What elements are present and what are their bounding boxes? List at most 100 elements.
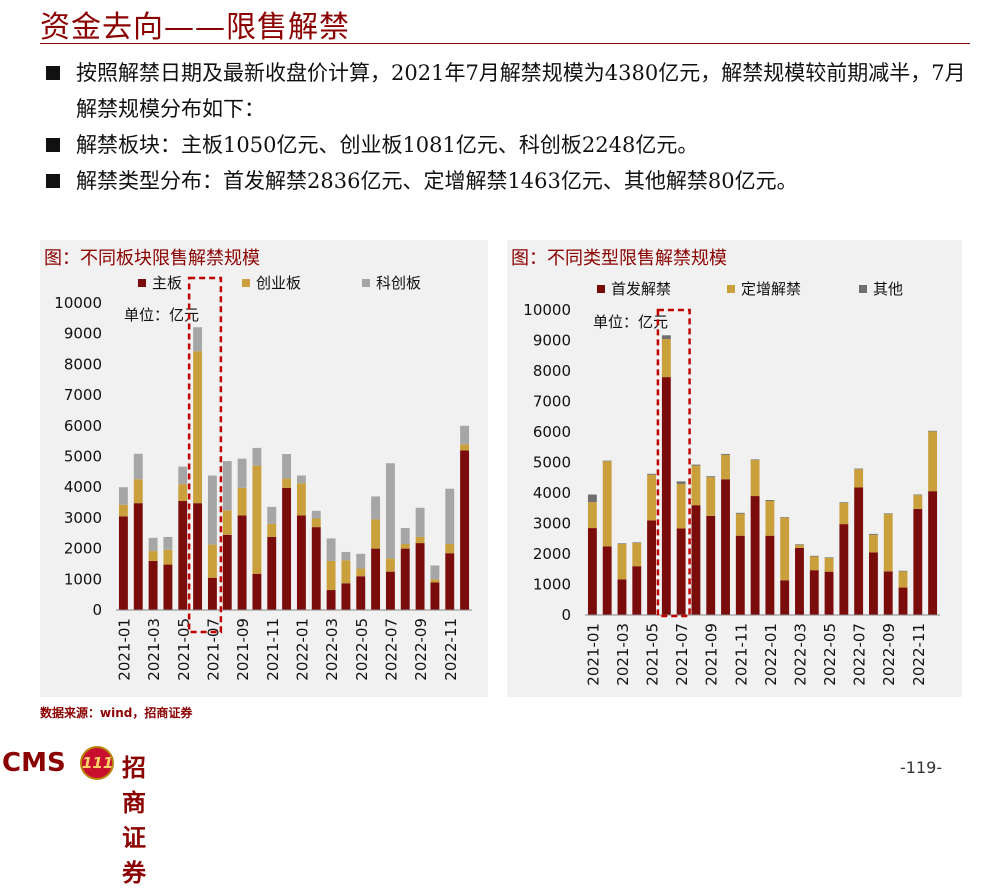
bar-segment [252, 447, 262, 466]
bar-segment [750, 460, 760, 497]
highlight-box [656, 308, 691, 618]
bar-segment [602, 460, 612, 462]
chart-title: 图：不同板块限售解禁规模 [44, 248, 260, 269]
y-tick-label: 6000 [533, 423, 571, 441]
x-tick-label: 2022-09 [880, 623, 898, 686]
bar-segment [854, 468, 864, 470]
bar-segment [207, 475, 217, 545]
bar-segment [721, 453, 730, 455]
bar-segment [928, 430, 938, 432]
x-tick-label: 2022-07 [851, 623, 869, 686]
bar-segment [765, 535, 775, 615]
type-chart: 首发解禁 定增解禁 其他 0 1000 2000 3000 4000 5000 6000 7000 8… [523, 280, 940, 686]
bar-segment [311, 510, 321, 519]
chart-panel-board: 图：不同板块限售解禁规模 主板 创业板 科创板 0 1000 2000 3000 4000 50… [40, 240, 488, 697]
bar-segment [222, 534, 232, 610]
bar-segment [371, 496, 381, 520]
bar-segment [765, 500, 775, 536]
x-tick-label: 2021-11 [732, 623, 750, 686]
bar-segment [400, 528, 410, 544]
y-tick-label: 8000 [64, 355, 102, 373]
y-tick-label: 7000 [64, 386, 102, 404]
bar-segment [163, 549, 173, 565]
y-tick-label: 7000 [533, 393, 571, 411]
page-title: 资金去向——限售解禁 [40, 10, 350, 45]
bar-segment [178, 484, 188, 502]
bullet-item: 解禁类型分布：首发解禁2836亿元、定增解禁1463亿元、其他解禁80亿元。 [40, 163, 975, 199]
y-tick-label: 4000 [64, 478, 102, 496]
x-tick-label: 2022-11 [442, 618, 460, 681]
bar-segment [341, 560, 351, 584]
bar-segment [883, 571, 893, 615]
bar-segment [839, 524, 849, 615]
bar-segment [415, 543, 425, 610]
y-tick-label: 3000 [64, 509, 102, 527]
bar-segment [237, 458, 247, 488]
bar-segment [869, 534, 878, 553]
x-tick-label: 2021-05 [644, 623, 662, 686]
bar-segment [163, 564, 173, 610]
bar-segment [809, 556, 819, 571]
bar-segment [780, 580, 790, 615]
bar-segment [326, 590, 336, 610]
bar-segment [587, 494, 597, 503]
legend-swatch [138, 279, 146, 287]
bar-segment [795, 544, 804, 545]
y-tick-label: 4000 [533, 484, 571, 502]
bar-segment [661, 377, 671, 615]
logo-cms-text: CMS [2, 748, 66, 778]
bar-segment [617, 543, 627, 580]
bar-segment [898, 587, 908, 615]
bar-segment [252, 573, 262, 610]
bar-segment [311, 527, 321, 610]
y-tick-label: 5000 [64, 448, 102, 466]
bar-segment [460, 425, 470, 445]
legend-swatch [597, 285, 605, 293]
bar-segment [400, 548, 410, 610]
title-divider [40, 43, 970, 44]
bar-segment [267, 506, 277, 524]
bar-segment [133, 479, 143, 504]
bar-segment [765, 500, 775, 501]
y-tick-label: 1000 [64, 570, 102, 588]
x-tick-label: 2022-05 [821, 623, 839, 686]
bar-segment [795, 544, 804, 548]
bar-segment [632, 543, 642, 567]
bar-segment [385, 463, 395, 559]
bar-segment [118, 487, 128, 505]
bar-segment [928, 431, 938, 492]
bar-segment [193, 327, 203, 352]
bar-segment [691, 465, 701, 506]
bar-segment [296, 475, 306, 484]
y-tick-label: 2000 [533, 545, 571, 563]
bar-segment [178, 501, 188, 610]
logo-company-name: 招商证券 [122, 753, 146, 887]
bar-segment [913, 508, 923, 615]
y-tick-label: 0 [561, 606, 571, 624]
bar-segment [854, 487, 864, 615]
bar-segment [750, 459, 760, 461]
bar-segment [193, 503, 203, 610]
bullet-square-icon [46, 174, 60, 188]
y-tick-label: 5000 [533, 454, 571, 472]
x-tick-label: 2021-05 [175, 618, 193, 681]
x-tick-label: 2021-07 [673, 623, 691, 686]
bar-segment [445, 553, 455, 610]
x-tick-label: 2022-11 [910, 623, 928, 686]
y-tick-label: 9000 [64, 325, 102, 343]
x-tick-label: 2021-07 [204, 618, 222, 681]
bar-segment [632, 542, 642, 544]
bar-segment [400, 543, 410, 549]
bar-segment [445, 543, 455, 554]
data-source: 数据来源：wind，招商证券 [40, 706, 193, 720]
bar-segment [647, 474, 656, 521]
bar-segment [237, 515, 247, 610]
bar-segment [898, 571, 908, 588]
bar-segment [267, 536, 277, 610]
bar-segment [647, 520, 656, 615]
x-tick-label: 2021-11 [264, 618, 282, 681]
bar-segment [341, 551, 351, 561]
bar-segment [371, 519, 381, 549]
bar-segment [415, 507, 425, 537]
bar-segment [445, 488, 455, 544]
